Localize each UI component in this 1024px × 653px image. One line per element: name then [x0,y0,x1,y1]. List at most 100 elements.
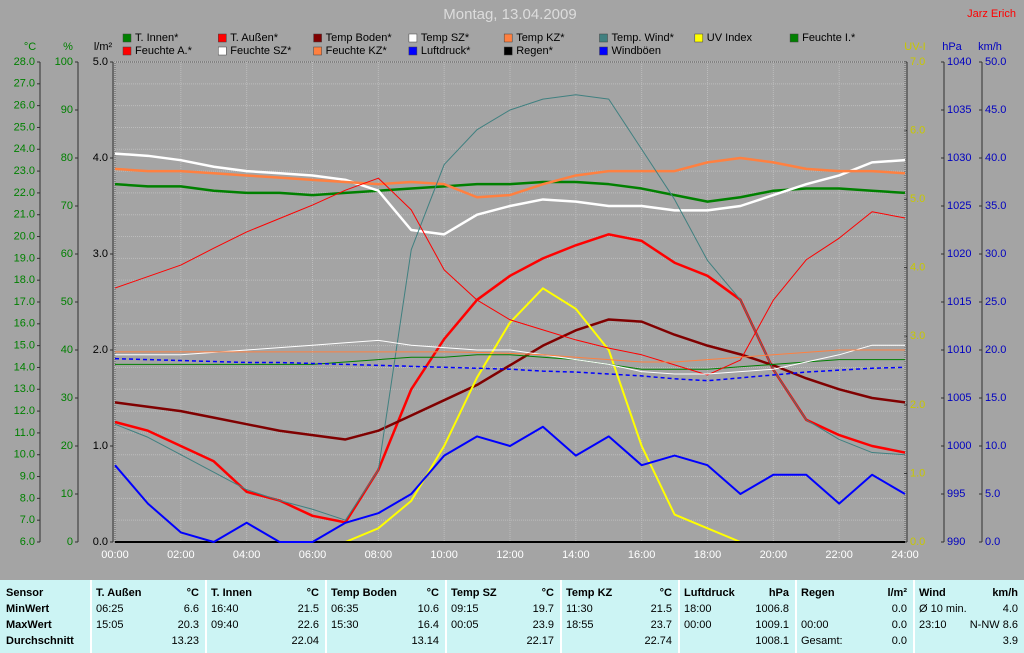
chart: Montag, 13.04.2009 Jarz Erich °C 6.0 7.0 8.… [13,5,1016,561]
legend-label: Windböen [612,45,662,57]
y-tick-label: 14.0 [14,361,35,373]
y-tick-label: 1020 [947,248,971,260]
y-tick-label: 2.0 [93,344,108,356]
y-tick-label: 45.0 [985,104,1006,116]
table-cell: 22.74 [644,635,672,647]
series-line [114,152,906,236]
separator [325,580,327,653]
y-tick-label: 10.0 [985,440,1006,452]
table-cell: 15:05 [96,619,124,631]
y-tick-label: 50.0 [985,56,1006,68]
y-tick-label: 26.0 [14,100,35,112]
y-tick-label: 13.0 [14,383,35,395]
legend-swatch [694,33,704,43]
y-tick-label: 50 [61,296,73,308]
stats-table: Sensor MinWert MaxWert Durchschnitt T. Außen… [0,580,1024,653]
series-line [114,357,906,382]
y-tick-label: 2.0 [910,399,925,411]
x-tick-label: 06:00 [299,549,327,561]
legend-swatch [122,46,132,56]
table-cell: MinWert [6,603,50,615]
separator [205,580,207,653]
legend-label: UV Index [707,32,753,44]
legend-swatch [218,33,227,43]
table-cell: 3.9 [1002,635,1018,647]
y-tick-label: 25.0 [985,296,1006,308]
table-cell: 15:30 [331,619,359,631]
y-tick-label: 1025 [947,200,971,212]
x-tick-label: 12:00 [496,549,524,561]
series-line [114,156,906,199]
y-tick-label: 5.0 [93,56,108,68]
y-tick-label: 80 [61,152,73,164]
legend-label: Temp. Wind* [612,32,675,44]
y-tick-label: 10.0 [14,449,35,461]
y-tick-label: 70 [61,200,73,212]
y-tick-label: 1000 [947,440,971,452]
table-cell: 1008.1 [755,635,789,647]
table-cell: 0.0 [891,619,907,631]
table-cell: km/h [992,587,1018,599]
separator [913,580,915,653]
y-tick-label: 1035 [947,104,971,116]
y-tick-label: 24.0 [14,143,35,155]
x-tick-label: 02:00 [167,549,195,561]
y-tick-label: 1040 [947,56,971,68]
table-cell: MaxWert [6,619,52,631]
series-line [114,180,906,203]
legend-label: Feuchte A.* [135,45,193,57]
y-tick-label: 8.0 [20,492,35,504]
separator [445,580,447,653]
table-cell: 19.7 [532,603,554,615]
table-cell: 23.9 [532,619,554,631]
y-tick-label: 11.0 [14,427,35,439]
y-tick-label: 10 [61,488,73,500]
legend-label: T. Außen* [230,32,278,44]
table-cell: 16:40 [211,603,239,615]
series-line [115,349,905,363]
axis-title: °C [24,41,36,53]
table-cell: 22.04 [291,635,319,647]
table-cell: °C [426,587,439,599]
x-tick-label: 08:00 [365,549,393,561]
y-tick-label: 30.0 [985,248,1006,260]
y-tick-label: 5.0 [910,193,925,205]
table-cell: 23:10 [919,619,947,631]
x-tick-label: 00:00 [101,549,129,561]
table-cell: 20.3 [177,619,199,631]
table-cell: T. Außen [96,587,142,599]
legend-swatch [503,46,513,56]
y-tick-label: 19.0 [14,252,35,264]
axis-title: hPa [942,41,962,53]
axis-title: km/h [978,41,1002,53]
table-cell: 22.17 [526,635,554,647]
table-cell: °C [306,587,319,599]
y-tick-label: 6.0 [20,536,35,548]
table-cell: Temp SZ [451,587,497,599]
table-cell: 1006.8 [755,603,789,615]
legend-swatch [218,46,227,56]
y-tick-label: 995 [947,488,965,500]
y-tick-label: 28.0 [14,56,35,68]
axis-title: l/m² [94,41,113,53]
series-line [115,339,905,375]
legend-label: Temp KZ* [516,32,565,44]
separator [678,580,680,653]
x-tick-label: 10:00 [430,549,458,561]
x-tick-label: 18:00 [694,549,722,561]
table-cell: Ø 10 min. [919,603,967,615]
table-cell: Temp KZ [566,587,613,599]
y-tick-label: 1010 [947,344,971,356]
table-cell: 06:25 [96,603,124,615]
legend-label: Feuchte KZ* [326,45,388,57]
table-cell: 4.0 [1002,603,1018,615]
y-tick-label: 21.0 [14,209,35,221]
table-cell: Temp Boden [331,587,397,599]
legend-swatch [789,33,799,43]
y-tick-label: 3.0 [93,248,108,260]
legend-swatch [313,33,322,43]
y-tick-label: 1.0 [93,440,108,452]
y-tick-label: 3.0 [910,330,925,342]
y-tick-label: 23.0 [14,165,35,177]
